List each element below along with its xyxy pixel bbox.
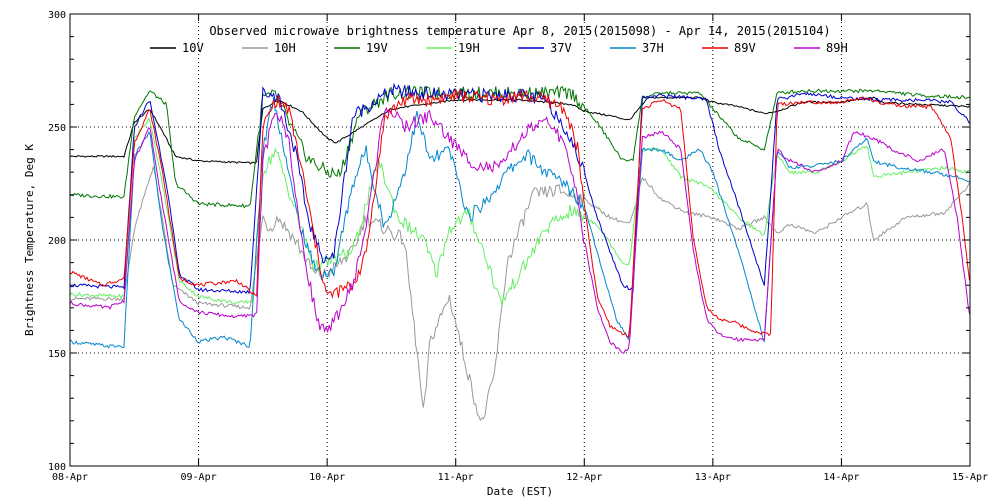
series-line-89h [69,106,970,354]
chart-title: Observed microwave brightness temperatur… [209,24,830,38]
legend: 10V 10H 19V 19H 37V 37H 89V 89H [150,41,848,55]
legend-label-10h: 10H [274,41,296,55]
ticks: 100 150 200 250 300 08-Apr 09-Apr 10-Apr 11-Apr 1… [48,10,988,483]
legend-label-10v: 10V [182,41,204,55]
x-tick-label: 10-Apr [309,472,345,483]
x-axis-label: Date (EST) [487,485,553,498]
x-tick-label: 12-Apr [566,472,602,483]
series-line-19h [69,117,970,306]
legend-label-19v: 19V [366,41,388,55]
y-axis-label: Brightness Temperature, Deg K [23,144,36,336]
legend-label-89h: 89H [826,41,848,55]
grid [70,14,970,466]
y-tick-label: 200 [48,236,66,247]
x-tick-label: 15-Apr [952,472,988,483]
legend-label-89v: 89V [734,41,756,55]
series-layer [69,82,970,422]
series-line-89v [69,88,970,338]
y-tick-label: 150 [48,349,66,360]
x-tick-label: 08-Apr [52,472,88,483]
y-tick-label: 100 [48,462,66,473]
x-tick-label: 13-Apr [695,472,731,483]
series-line-19v [69,84,970,209]
legend-label-37h: 37H [642,41,664,55]
legend-label-19h: 19H [458,41,480,55]
x-tick-label: 11-Apr [438,472,474,483]
legend-label-37v: 37V [550,41,572,55]
y-tick-label: 300 [48,10,66,21]
series-line-10h [69,166,970,422]
y-tick-label: 250 [48,123,66,134]
x-tick-label: 14-Apr [823,472,859,483]
series-line-37h [69,96,970,349]
x-tick-label: 09-Apr [181,472,217,483]
